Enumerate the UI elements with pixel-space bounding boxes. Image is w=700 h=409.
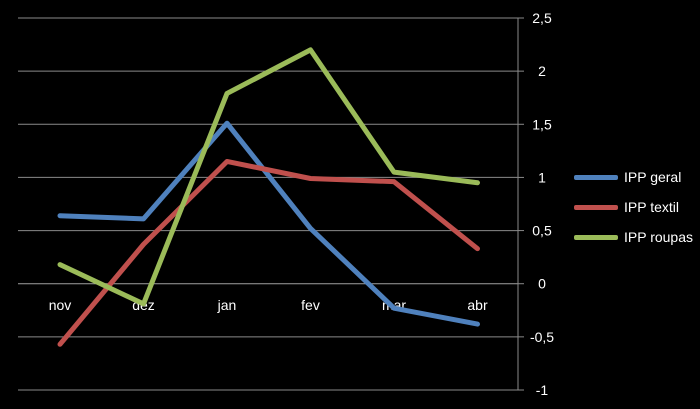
legend-swatch	[574, 174, 618, 180]
x-tick-labels: nov dez jan fev mar abr	[49, 297, 488, 313]
legend-label: IPP textil	[624, 199, 679, 215]
x-tick-label: abr	[467, 297, 488, 313]
y-tick-label: 2,5	[532, 10, 552, 26]
y-tick-label: 1	[538, 169, 546, 185]
legend-swatch	[574, 204, 618, 210]
axes	[18, 17, 524, 391]
series-line-ipp-textil	[57, 158, 480, 347]
x-tick-label: nov	[49, 297, 72, 313]
x-tick-label: jan	[217, 297, 237, 313]
y-tick-label: -1	[536, 382, 549, 398]
legend: IPP geral IPP textil IPP roupas	[574, 162, 694, 252]
y-tick-label: 0,5	[532, 223, 552, 239]
legend-item-ipp-geral: IPP geral	[574, 162, 694, 192]
y-tick-label: 0	[538, 276, 546, 292]
series-line-ipp-geral	[57, 120, 480, 327]
series-lines	[57, 47, 480, 347]
legend-swatch	[574, 234, 618, 240]
gridlines	[18, 17, 518, 391]
legend-item-ipp-roupas: IPP roupas	[574, 222, 694, 252]
y-tick-labels: 2,5 2 1,5 1 0,5 0 -0,5 -1	[530, 10, 554, 398]
legend-item-ipp-textil: IPP textil	[574, 192, 694, 222]
legend-label: IPP geral	[624, 169, 682, 185]
x-tick-label: fev	[301, 297, 320, 313]
series-line-ipp-roupas	[57, 47, 480, 307]
y-tick-label: 2	[538, 63, 546, 79]
legend-label: IPP roupas	[624, 229, 694, 245]
y-tick-label: 1,5	[532, 116, 552, 132]
y-tick-label: -0,5	[530, 329, 554, 345]
